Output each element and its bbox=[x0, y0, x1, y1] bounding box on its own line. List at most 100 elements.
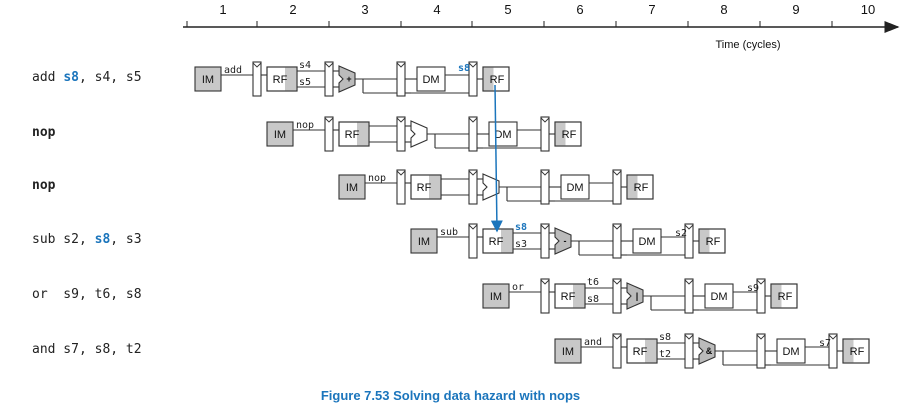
rf-source-bottom: t2 bbox=[659, 349, 671, 360]
instruction-text: , s3 bbox=[110, 232, 142, 247]
alu-op: - bbox=[564, 236, 567, 246]
pipeline-register bbox=[540, 116, 550, 152]
axis-tick-label: 5 bbox=[504, 2, 511, 17]
instruction-text: nop bbox=[32, 125, 56, 140]
dm-label: DM bbox=[422, 74, 439, 86]
hazard-register: s8 bbox=[63, 70, 79, 85]
rf-write-border bbox=[770, 283, 798, 309]
pipeline-register bbox=[396, 169, 406, 205]
instruction-4: sub s2, s8, s3 bbox=[32, 232, 142, 247]
im-label: IM bbox=[418, 236, 430, 248]
opcode-label: nop bbox=[368, 173, 386, 184]
im-block bbox=[266, 121, 294, 147]
alu-op: | bbox=[636, 291, 639, 301]
pipeline-row-6: IM and RF s8 t2 & DM RF s7 bbox=[554, 332, 870, 369]
pipeline-register bbox=[324, 61, 334, 97]
pipeline-register bbox=[252, 61, 262, 97]
pipeline-register bbox=[612, 223, 622, 259]
instruction-text: , s4, s5 bbox=[78, 70, 142, 85]
rf-write-shade bbox=[555, 122, 566, 146]
pipeline-register bbox=[684, 333, 694, 369]
im-block bbox=[554, 338, 582, 364]
axis-label: Time (cycles) bbox=[716, 39, 781, 51]
rf-write-border bbox=[698, 228, 726, 254]
rf-write-label: RF bbox=[490, 74, 505, 86]
axis-tick-label: 7 bbox=[648, 2, 655, 17]
instruction-text: sub s2, bbox=[32, 232, 95, 247]
axis-tick-label: 1 bbox=[219, 2, 226, 17]
dm-label: DM bbox=[782, 346, 799, 358]
writeback-dest: s9 bbox=[747, 283, 759, 294]
dm-block bbox=[632, 228, 662, 254]
axis-tick-label: 4 bbox=[433, 2, 440, 17]
pipeline-rows: IM add RF s4 s5 + DM RF s8 IM nop RF DM RF IM nop RF DM RF… bbox=[194, 60, 870, 369]
dm-block bbox=[488, 121, 518, 147]
rf-read-shade bbox=[285, 67, 297, 91]
rf-read-shade bbox=[501, 229, 513, 253]
rf-source-top: s8 bbox=[515, 222, 527, 233]
writeback-dest: s2 bbox=[675, 228, 687, 239]
rf-write-shade bbox=[843, 339, 854, 363]
instruction-text: and s7, s8, t2 bbox=[32, 342, 142, 357]
rf-read-shade bbox=[429, 175, 441, 199]
alu-block bbox=[626, 282, 644, 310]
axis-tick-label: 2 bbox=[289, 2, 296, 17]
hazard-arrow bbox=[490, 84, 503, 233]
opcode-label: or bbox=[512, 282, 524, 293]
instruction-text: add bbox=[32, 70, 64, 85]
im-label: IM bbox=[562, 346, 574, 358]
pipeline-register bbox=[468, 116, 478, 152]
rf-read-label: RF bbox=[489, 236, 504, 248]
rf-source-top: t6 bbox=[587, 277, 599, 288]
axis-tick-label: 10 bbox=[861, 2, 875, 17]
dm-label: DM bbox=[710, 291, 727, 303]
alu-block bbox=[482, 173, 500, 201]
alu-block bbox=[554, 227, 572, 255]
pipeline-register bbox=[324, 116, 334, 152]
rf-read-border bbox=[266, 66, 298, 92]
rf-write-label: RF bbox=[634, 182, 649, 194]
rf-write-border bbox=[482, 66, 510, 92]
writeback-dest: s8 bbox=[458, 63, 470, 74]
rf-source-bottom: s8 bbox=[587, 294, 599, 305]
pipeline-register bbox=[396, 61, 406, 97]
dm-block bbox=[416, 66, 446, 92]
pipeline-register bbox=[468, 169, 478, 205]
pipeline-register bbox=[756, 333, 766, 369]
alu-block bbox=[410, 120, 428, 148]
rf-write-border bbox=[554, 121, 582, 147]
dm-label: DM bbox=[638, 236, 655, 248]
rf-write-shade bbox=[771, 284, 782, 308]
hazard-register: s8 bbox=[94, 232, 111, 247]
rf-source-top: s8 bbox=[659, 332, 671, 343]
rf-read-shade bbox=[645, 339, 657, 363]
rf-read-shade bbox=[357, 122, 369, 146]
dm-label: DM bbox=[494, 129, 511, 141]
pipeline-row-1: IM add RF s4 s5 + DM RF s8 bbox=[194, 60, 510, 97]
rf-read-border bbox=[554, 283, 586, 309]
im-block bbox=[194, 66, 222, 92]
im-label: IM bbox=[346, 182, 358, 194]
pipeline-register bbox=[540, 223, 550, 259]
figure-caption: Figure 7.53 Solving data hazard with nop… bbox=[320, 388, 581, 403]
axis-tick-label: 6 bbox=[576, 2, 583, 17]
instruction-3: nop bbox=[32, 178, 55, 193]
rf-read-label: RF bbox=[633, 346, 648, 358]
opcode-label: add bbox=[224, 65, 242, 76]
rf-write-shade bbox=[627, 175, 638, 199]
pipeline-register bbox=[612, 169, 622, 205]
opcode-label: and bbox=[584, 337, 602, 348]
im-label: IM bbox=[274, 129, 286, 141]
pipeline-row-3: IM nop RF DM RF bbox=[338, 169, 654, 205]
alu-block bbox=[338, 65, 356, 93]
rf-write-label: RF bbox=[778, 291, 793, 303]
rf-read-label: RF bbox=[345, 129, 360, 141]
opcode-label: nop bbox=[296, 120, 314, 131]
rf-read-label: RF bbox=[417, 182, 432, 194]
pipeline-register bbox=[468, 61, 478, 97]
rf-write-border bbox=[842, 338, 870, 364]
rf-source-bottom: s5 bbox=[299, 77, 311, 88]
im-block bbox=[410, 228, 438, 254]
